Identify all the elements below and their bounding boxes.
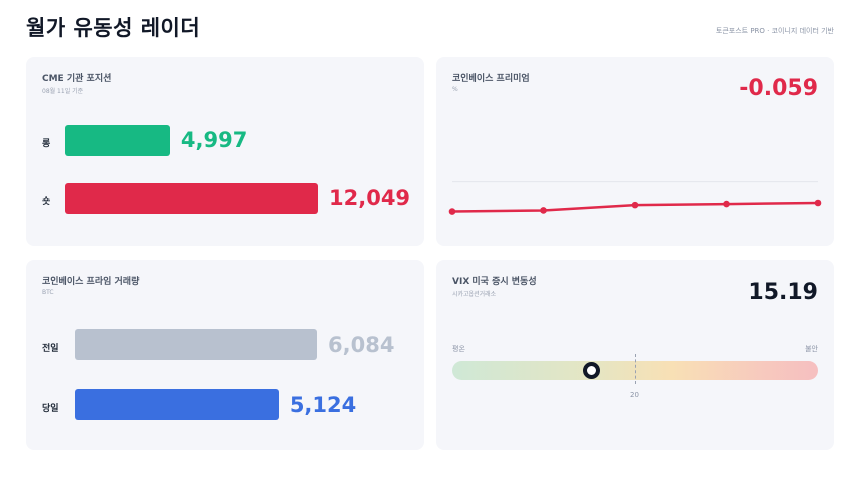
cme-title: CME 기관 포지션: [42, 74, 112, 84]
short-value: 12,049: [329, 186, 411, 210]
page-source: 토큰포스트 PRO · 코이니지 데이터 기반: [715, 27, 834, 35]
coinbase-prime-volume-card: 코인베이스 프라임 거래량 BTC 전일 6,084 당일 5,124: [26, 260, 424, 450]
cme-position-card: CME 기관 포지션 08월 11일 기준 롱 4,997 숏 12,049: [26, 57, 424, 246]
today-label: 당일: [42, 404, 59, 414]
long-label: 롱: [42, 139, 51, 149]
vix-gauge-marker: [582, 362, 600, 379]
vix-source: 시카고옵션거래소: [452, 291, 497, 298]
long-value: 4,997: [180, 128, 248, 152]
vix-title: VIX 미국 증시 변동성: [452, 277, 537, 287]
page-title: 월가 유동성 레이더: [26, 16, 201, 40]
long-bar: [65, 125, 170, 156]
coinbase-premium-card: 코인베이스 프리미엄 % -0.059: [436, 57, 834, 246]
vix-value: 15.19: [748, 280, 818, 305]
short-bar: [65, 183, 318, 214]
vix-volatility-card: VIX 미국 증시 변동성 시카고옵션거래소 15.19 평온 불안 20: [436, 260, 834, 450]
volume-unit: BTC: [42, 289, 54, 296]
today-bar: [75, 389, 279, 420]
premium-line-chart: [448, 181, 822, 215]
premium-value: -0.059: [739, 76, 818, 101]
short-label: 숏: [42, 197, 51, 207]
fear-label: 불안: [805, 345, 818, 353]
today-value: 5,124: [289, 393, 357, 417]
vix-reference-label: 20: [630, 391, 639, 399]
premium-point: [814, 199, 822, 207]
premium-title: 코인베이스 프리미엄: [452, 74, 530, 84]
premium-point: [723, 200, 730, 208]
prev-day-label: 전일: [42, 344, 59, 354]
prev-day-bar: [75, 329, 317, 360]
premium-point: [631, 201, 639, 209]
premium-unit: %: [452, 86, 458, 93]
premium-point: [448, 208, 456, 215]
volume-title: 코인베이스 프라임 거래량: [42, 277, 140, 287]
calm-label: 평온: [452, 345, 465, 353]
premium-point: [540, 207, 547, 214]
vix-reference-line: [635, 354, 636, 384]
prev-day-value: 6,084: [328, 333, 395, 357]
cme-date: 08월 11일 기준: [42, 88, 84, 95]
